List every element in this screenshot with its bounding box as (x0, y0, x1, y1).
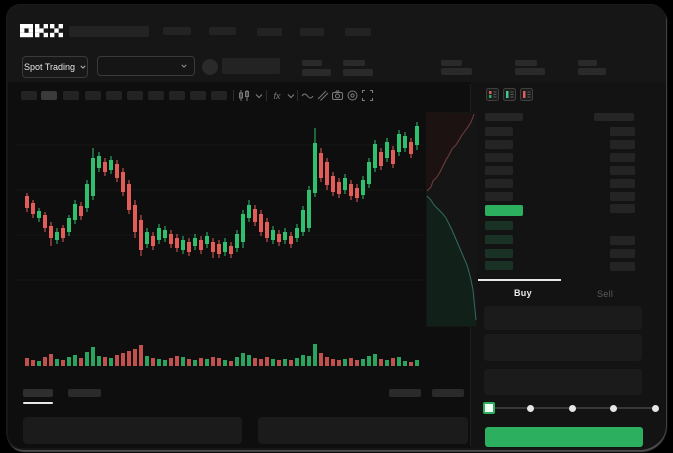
fullscreen-icon[interactable] (361, 89, 374, 102)
chevron-down-icon (80, 65, 86, 69)
timeframe-button-skeleton[interactable] (169, 91, 185, 100)
pair-filter-dropdown[interactable] (97, 56, 195, 76)
timeframe-button-skeleton[interactable] (85, 91, 101, 100)
nav-item-skeleton[interactable] (300, 28, 324, 36)
measure-hatch-icon[interactable] (316, 89, 329, 102)
bottom-panel-box[interactable] (23, 417, 242, 444)
ask-price-skeleton[interactable] (485, 127, 513, 136)
chevron-down-icon[interactable] (287, 92, 295, 100)
bottom-panel-box[interactable] (258, 417, 468, 444)
timeframe-button-skeleton[interactable] (63, 91, 79, 100)
timeframe-button-skeleton[interactable] (106, 91, 122, 100)
buy-tab-active-indicator (478, 279, 561, 281)
bottom-tab-active-underline (23, 402, 53, 404)
order-amount-input[interactable] (484, 334, 642, 361)
line-tool-icon[interactable] (301, 89, 314, 102)
bottom-action-skeleton[interactable] (432, 389, 464, 397)
market-type-selector[interactable]: Spot Trading (22, 56, 88, 78)
camera-icon[interactable] (331, 89, 344, 102)
pair-name-skeleton[interactable] (222, 58, 280, 74)
ask-price-skeleton[interactable] (485, 153, 513, 162)
book-combined-icon[interactable] (486, 88, 499, 101)
okx-logo[interactable] (20, 24, 63, 38)
nav-item-skeleton[interactable] (257, 28, 282, 36)
timeframe-button-skeleton[interactable] (190, 91, 206, 100)
timeframe-button-skeleton[interactable] (148, 91, 164, 100)
bid-price-skeleton[interactable] (485, 221, 513, 230)
stat-label-skeleton (441, 60, 462, 66)
buy-tab-label: Buy (514, 288, 532, 298)
bid-amount-skeleton[interactable] (610, 236, 635, 245)
toolbar-separator (233, 90, 234, 101)
place-buy-order-button[interactable] (485, 427, 643, 447)
tab-sell[interactable]: Sell (561, 281, 661, 303)
nav-item-skeleton[interactable] (345, 28, 371, 36)
slider-step-dot[interactable] (526, 405, 534, 412)
nav-item-skeleton[interactable] (163, 27, 191, 35)
timeframe-button-skeleton[interactable] (211, 91, 227, 100)
stat-value-skeleton (441, 68, 472, 75)
last-price-bar[interactable] (485, 205, 523, 216)
header-search-skeleton[interactable] (69, 26, 149, 37)
chevron-down-icon (181, 64, 187, 68)
book-asks-only-icon[interactable] (520, 88, 533, 101)
indicators-fx-icon[interactable]: fx (273, 90, 281, 101)
bid-amount-skeleton[interactable] (610, 262, 635, 271)
market-type-label: Spot Trading (23, 62, 76, 72)
slider-step-dot[interactable] (609, 405, 617, 412)
stat-label-skeleton (578, 60, 597, 66)
toolbar-separator (297, 90, 298, 101)
ask-amount-skeleton[interactable] (610, 192, 635, 201)
tab-buy[interactable]: Buy (478, 281, 561, 303)
order-total-input[interactable] (484, 369, 642, 395)
token-avatar (202, 59, 218, 75)
ask-amount-skeleton[interactable] (610, 166, 635, 175)
orderbook-header-amount-skeleton (594, 113, 634, 121)
ask-price-skeleton[interactable] (485, 140, 513, 149)
timeframe-button-skeleton[interactable] (21, 91, 37, 100)
chart-area-background (8, 82, 471, 448)
bid-price-skeleton[interactable] (485, 261, 513, 270)
ask-amount-skeleton[interactable] (610, 153, 635, 162)
ask-price-skeleton[interactable] (485, 192, 513, 201)
ask-amount-skeleton[interactable] (610, 204, 635, 213)
nav-item-skeleton[interactable] (209, 27, 236, 35)
stat-value-skeleton (515, 68, 545, 75)
timeframe-button-skeleton[interactable] (127, 91, 143, 100)
orderbook-header-price-skeleton (485, 113, 523, 121)
ask-amount-skeleton[interactable] (610, 140, 635, 149)
slider-step-dot[interactable] (651, 405, 659, 412)
slider-handle[interactable] (483, 402, 495, 414)
stat-label-skeleton (343, 60, 365, 66)
stat-value-skeleton (302, 69, 331, 76)
stat-label-skeleton (302, 60, 322, 66)
ask-price-skeleton[interactable] (485, 179, 513, 188)
stat-label-skeleton (515, 60, 537, 66)
book-bids-only-icon[interactable] (503, 88, 516, 101)
bottom-tab-skeleton-active[interactable] (23, 389, 53, 397)
sell-tab-label: Sell (597, 289, 614, 299)
ask-amount-skeleton[interactable] (610, 179, 635, 188)
toolbar-separator (266, 90, 267, 101)
candlestick-chart-icon[interactable] (238, 89, 251, 102)
ask-amount-skeleton[interactable] (610, 127, 635, 136)
settings-circle-icon[interactable] (346, 89, 359, 102)
bottom-tab-skeleton[interactable] (68, 389, 101, 397)
stat-value-skeleton (343, 69, 373, 76)
bottom-action-skeleton[interactable] (389, 389, 421, 397)
order-price-input[interactable] (484, 306, 642, 330)
ask-price-skeleton[interactable] (485, 166, 513, 175)
chevron-down-icon[interactable] (255, 92, 263, 100)
bid-amount-skeleton[interactable] (610, 249, 635, 258)
bid-price-skeleton[interactable] (485, 249, 513, 258)
stat-value-skeleton (578, 68, 606, 75)
timeframe-button-skeleton-active[interactable] (41, 91, 57, 100)
slider-step-dot[interactable] (568, 405, 576, 412)
bid-price-skeleton[interactable] (485, 235, 513, 244)
